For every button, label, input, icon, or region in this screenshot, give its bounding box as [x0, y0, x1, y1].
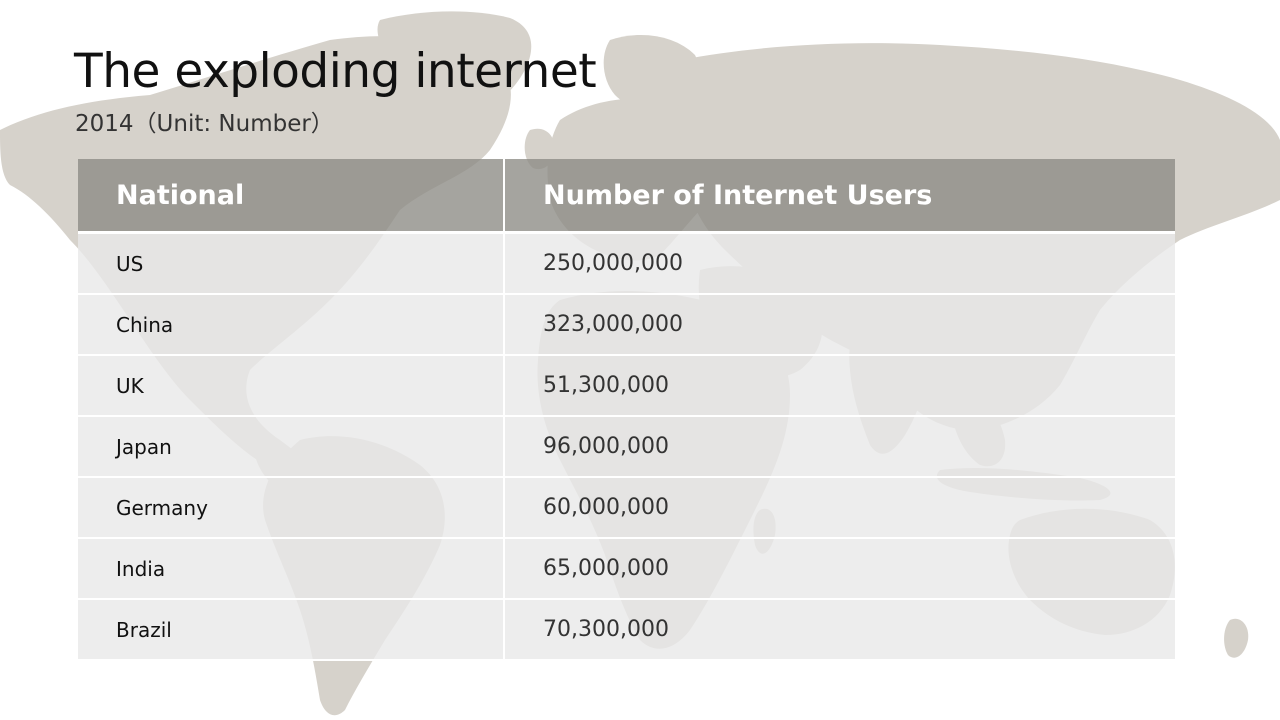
- slide-subtitle: 2014（Unit: Number）: [75, 111, 334, 137]
- table-row: China 323,000,000: [78, 294, 1175, 356]
- header-national: National: [78, 159, 505, 234]
- cell-country: UK: [78, 355, 505, 417]
- table-row: Brazil 70,300,000: [78, 599, 1175, 661]
- table-row: US 250,000,000: [78, 232, 1175, 295]
- slide-title: The exploding internet: [74, 44, 597, 99]
- table-row: India 65,000,000: [78, 538, 1175, 600]
- cell-country: Japan: [78, 416, 505, 478]
- cell-users: 96,000,000: [504, 416, 1175, 478]
- cell-users: 51,300,000: [504, 355, 1175, 417]
- cell-users: 65,000,000: [504, 538, 1175, 600]
- table-row: Germany 60,000,000: [78, 477, 1175, 539]
- header-internet-users: Number of Internet Users: [504, 159, 1175, 234]
- map-greenland: [377, 11, 532, 114]
- cell-country: Brazil: [78, 599, 505, 661]
- internet-users-table: National Number of Internet Users US 250…: [78, 159, 1175, 661]
- cell-country: Germany: [78, 477, 505, 539]
- cell-users: 323,000,000: [504, 294, 1175, 356]
- cell-users: 250,000,000: [504, 232, 1175, 295]
- cell-country: China: [78, 294, 505, 356]
- map-scandinavia: [603, 35, 699, 114]
- table-row: Japan 96,000,000: [78, 416, 1175, 478]
- cell-country: US: [78, 232, 505, 295]
- cell-country: India: [78, 538, 505, 600]
- cell-users: 60,000,000: [504, 477, 1175, 539]
- table-row: UK 51,300,000: [78, 355, 1175, 417]
- table-header-row: National Number of Internet Users: [78, 159, 1175, 234]
- map-new-zealand: [1224, 618, 1249, 658]
- cell-users: 70,300,000: [504, 599, 1175, 661]
